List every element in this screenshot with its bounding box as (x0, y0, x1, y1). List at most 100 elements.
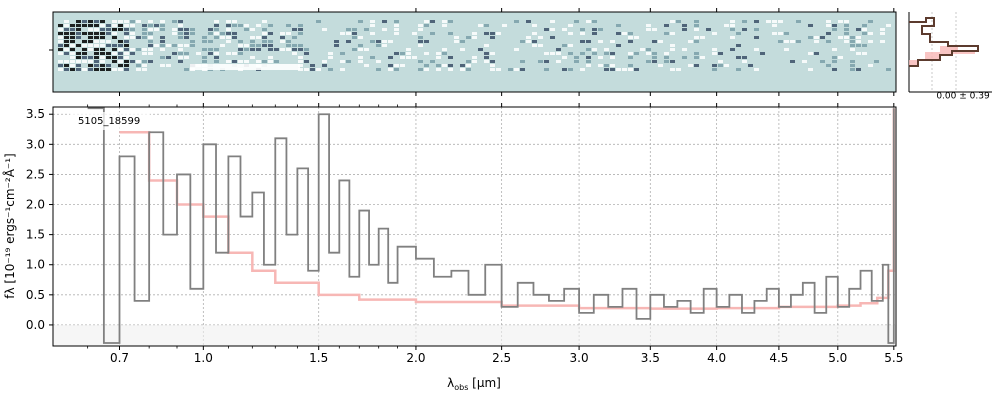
spectrum-2d-pixel (592, 28, 597, 31)
spectrum-2d-pixel (790, 60, 795, 63)
spectrum-2d-pixel (160, 64, 165, 67)
spectrum-2d-pixel (184, 56, 189, 59)
spectrum-2d-pixel (724, 24, 729, 27)
spectrum-2d-pixel (520, 60, 525, 63)
spectrum-2d-panel (49, 8, 897, 96)
spectrum-2d-pixel (652, 60, 657, 63)
spectrum-2d-pixel (742, 20, 747, 23)
spectrum-2d-pixel (820, 36, 825, 39)
spectrum-2d-pixel (178, 24, 183, 27)
spectrum-2d-pixel (526, 40, 531, 43)
spectrum-2d-pixel (580, 52, 585, 55)
spectrum-2d-pixel (148, 36, 153, 39)
spectrum-2d-pixel (604, 52, 609, 55)
spectrum-2d-pixel (772, 32, 777, 35)
spectrum-2d-pixel (568, 68, 573, 71)
spectrum-2d-pixel (148, 44, 153, 47)
spectrum-2d-pixel (538, 44, 543, 47)
spectrum-2d-pixel (562, 44, 567, 47)
spectrum-2d-pixel (100, 28, 105, 31)
spectrum-2d-pixel (598, 56, 603, 59)
spectrum-2d-pixel (112, 60, 117, 63)
spectrum-2d-pixel (106, 28, 111, 31)
spectrum-2d-pixel (598, 64, 603, 67)
spectrum-2d-pixel (406, 52, 411, 55)
spectrum-2d-pixel (430, 20, 435, 23)
spectrum-2d-pixel (472, 36, 477, 39)
spectrum-2d-pixel (646, 60, 651, 63)
spectrum-2d-pixel (394, 32, 399, 35)
spectrum-2d-pixel (274, 48, 279, 51)
spectrum-2d-pixel (586, 60, 591, 63)
spectrum-2d-pixel (64, 48, 69, 51)
spectrum-2d-pixel (130, 60, 135, 63)
spectrum-2d-pixel (82, 52, 87, 55)
spectrum-2d-pixel (250, 36, 255, 39)
spectrum-2d-pixel (142, 32, 147, 35)
spectrum-2d-pixel (850, 36, 855, 39)
spectrum-2d-pixel (526, 20, 531, 23)
spectrum-2d-pixel (436, 68, 441, 71)
spectrum-2d-pixel (562, 68, 567, 71)
x-tick-label: 4.5 (769, 351, 788, 365)
spectrum-2d-pixel (226, 40, 231, 43)
spectrum-2d-pixel (754, 36, 759, 39)
spectrum-2d-pixel (286, 44, 291, 47)
spectrum-2d-pixel (772, 24, 777, 27)
spectrum-2d-pixel (694, 40, 699, 43)
spectrum-2d-pixel (406, 48, 411, 51)
spectrum-2d-pixel (646, 52, 651, 55)
spectrum-2d-pixel (124, 20, 129, 23)
y-tick-label: 1.5 (26, 228, 45, 242)
spectrum-2d-pixel (370, 40, 375, 43)
spectrum-2d-pixel (88, 48, 93, 51)
spectrum-2d-pixel (286, 32, 291, 35)
spectrum-2d-pixel (328, 68, 333, 71)
spectrum-2d-pixel (652, 28, 657, 31)
spectrum-2d-pixel (682, 48, 687, 51)
spectrum-2d-pixel (820, 60, 825, 63)
spectrum-2d-pixel (364, 48, 369, 51)
spectrum-2d-pixel (838, 56, 843, 59)
spectrum-2d-pixel (688, 64, 693, 67)
spectrum-2d-pixel (322, 28, 327, 31)
spectrum-2d-pixel (118, 56, 123, 59)
spectrum-2d-pixel (94, 48, 99, 51)
spectrum-2d-pixel (256, 36, 261, 39)
spectrum-2d-pixel (778, 20, 783, 23)
x-tick-label: 1.5 (309, 351, 328, 365)
spectrum-2d-pixel (160, 24, 165, 27)
spectrum-2d-pixel (64, 60, 69, 63)
spectrum-1d-panel: 0.7 1.0 1.5 2.0 2.5 3.0 3.5 4.0 4.5 5.0 5.5 0.0 0.5 1… (2, 103, 903, 392)
spectrum-2d-pixel (808, 68, 813, 71)
spectrum-2d-pixel (262, 40, 267, 43)
spectrum-2d-pixel (88, 44, 93, 47)
spectrum-2d-pixel (142, 64, 147, 67)
spectrum-2d-pixel (580, 40, 585, 43)
spectrum-2d-pixel (706, 28, 711, 31)
spectrum-2d-pixel (400, 64, 405, 67)
spectrum-2d-pixel (736, 32, 741, 35)
spectrum-2d-pixel (880, 32, 885, 35)
spectrum-2d-pixel (208, 32, 213, 35)
spectrum-2d-pixel (844, 24, 849, 27)
spectrum-2d-pixel (118, 52, 123, 55)
spectrum-2d-pixel (568, 52, 573, 55)
spectrum-2d-pixel (340, 60, 345, 63)
spectrum-2d-pixel (712, 48, 717, 51)
spectrum-2d-pixel (100, 60, 105, 63)
spectrum-2d-pixel (268, 48, 273, 51)
spectrum-2d-pixel (844, 20, 849, 23)
spectrum-2d-pixel (388, 64, 393, 67)
spectrum-2d-pixel (106, 40, 111, 43)
residual-histogram-panel: 0.00 ± 0.39 (908, 12, 992, 102)
spectrum-2d-pixel (412, 32, 417, 35)
spectrum-2d-pixel (268, 56, 273, 59)
spectrum-2d-pixel (292, 52, 297, 55)
spectrum-2d-pixel (94, 56, 99, 59)
spectrum-2d-pixel (166, 44, 171, 47)
spectrum-2d-pixel (82, 48, 87, 51)
spectrum-2d-pixel (118, 28, 123, 31)
spectrum-2d-pixel (88, 60, 93, 63)
spectrum-2d-pixel (148, 48, 153, 51)
